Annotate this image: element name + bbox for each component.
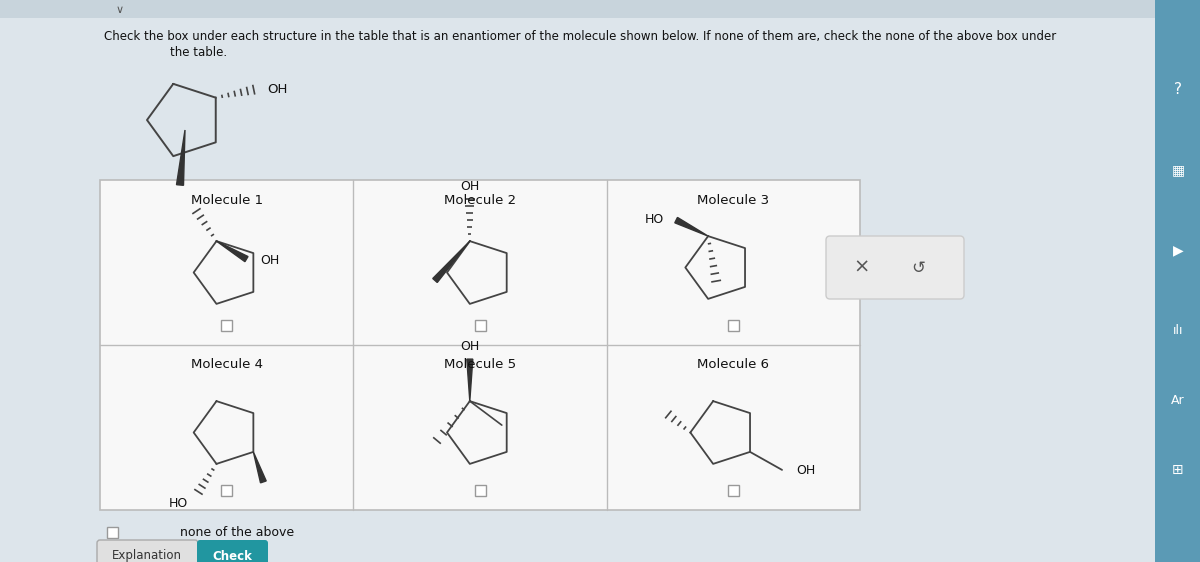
Polygon shape xyxy=(674,217,708,236)
Text: Molecule 5: Molecule 5 xyxy=(444,359,516,371)
Text: ▦: ▦ xyxy=(1171,163,1184,177)
Text: Molecule 4: Molecule 4 xyxy=(191,359,263,371)
Bar xyxy=(1154,0,1200,562)
FancyBboxPatch shape xyxy=(826,236,964,299)
Text: Check the box under each structure in the table that is an enantiomer of the mol: Check the box under each structure in th… xyxy=(104,30,1056,43)
Text: OH: OH xyxy=(268,83,288,96)
FancyBboxPatch shape xyxy=(97,540,198,562)
Bar xyxy=(474,320,486,330)
Bar xyxy=(221,320,232,330)
Text: Molecule 2: Molecule 2 xyxy=(444,193,516,206)
Text: Explanation: Explanation xyxy=(112,550,182,562)
Text: OH: OH xyxy=(796,464,815,477)
Bar xyxy=(100,180,860,510)
Text: ⊞: ⊞ xyxy=(1172,463,1184,477)
Text: OH: OH xyxy=(460,339,480,352)
Text: Molecule 3: Molecule 3 xyxy=(697,193,769,206)
Text: Molecule 6: Molecule 6 xyxy=(697,359,769,371)
Text: the table.: the table. xyxy=(170,46,227,59)
Text: Ar: Ar xyxy=(1171,393,1184,406)
Text: none of the above: none of the above xyxy=(180,525,294,538)
Text: ?: ? xyxy=(1174,83,1182,97)
Text: HO: HO xyxy=(169,497,188,510)
Text: ×: × xyxy=(854,258,870,277)
Text: ılı: ılı xyxy=(1172,324,1183,337)
Bar xyxy=(221,484,232,496)
Text: Molecule 1: Molecule 1 xyxy=(191,193,263,206)
Polygon shape xyxy=(176,130,185,185)
Text: ↺: ↺ xyxy=(911,259,925,277)
Polygon shape xyxy=(467,359,473,401)
Polygon shape xyxy=(216,241,248,262)
FancyBboxPatch shape xyxy=(197,540,268,562)
Bar xyxy=(728,320,739,330)
Text: ▶: ▶ xyxy=(1172,243,1183,257)
Text: Check: Check xyxy=(212,550,252,562)
Polygon shape xyxy=(253,452,266,483)
Text: OH: OH xyxy=(260,253,280,266)
Bar xyxy=(107,527,118,537)
Bar xyxy=(728,484,739,496)
Polygon shape xyxy=(433,241,470,283)
Bar xyxy=(0,0,1154,18)
Text: HO: HO xyxy=(644,212,664,225)
Text: OH: OH xyxy=(460,180,480,193)
Bar xyxy=(474,484,486,496)
Text: ∨: ∨ xyxy=(116,5,124,15)
